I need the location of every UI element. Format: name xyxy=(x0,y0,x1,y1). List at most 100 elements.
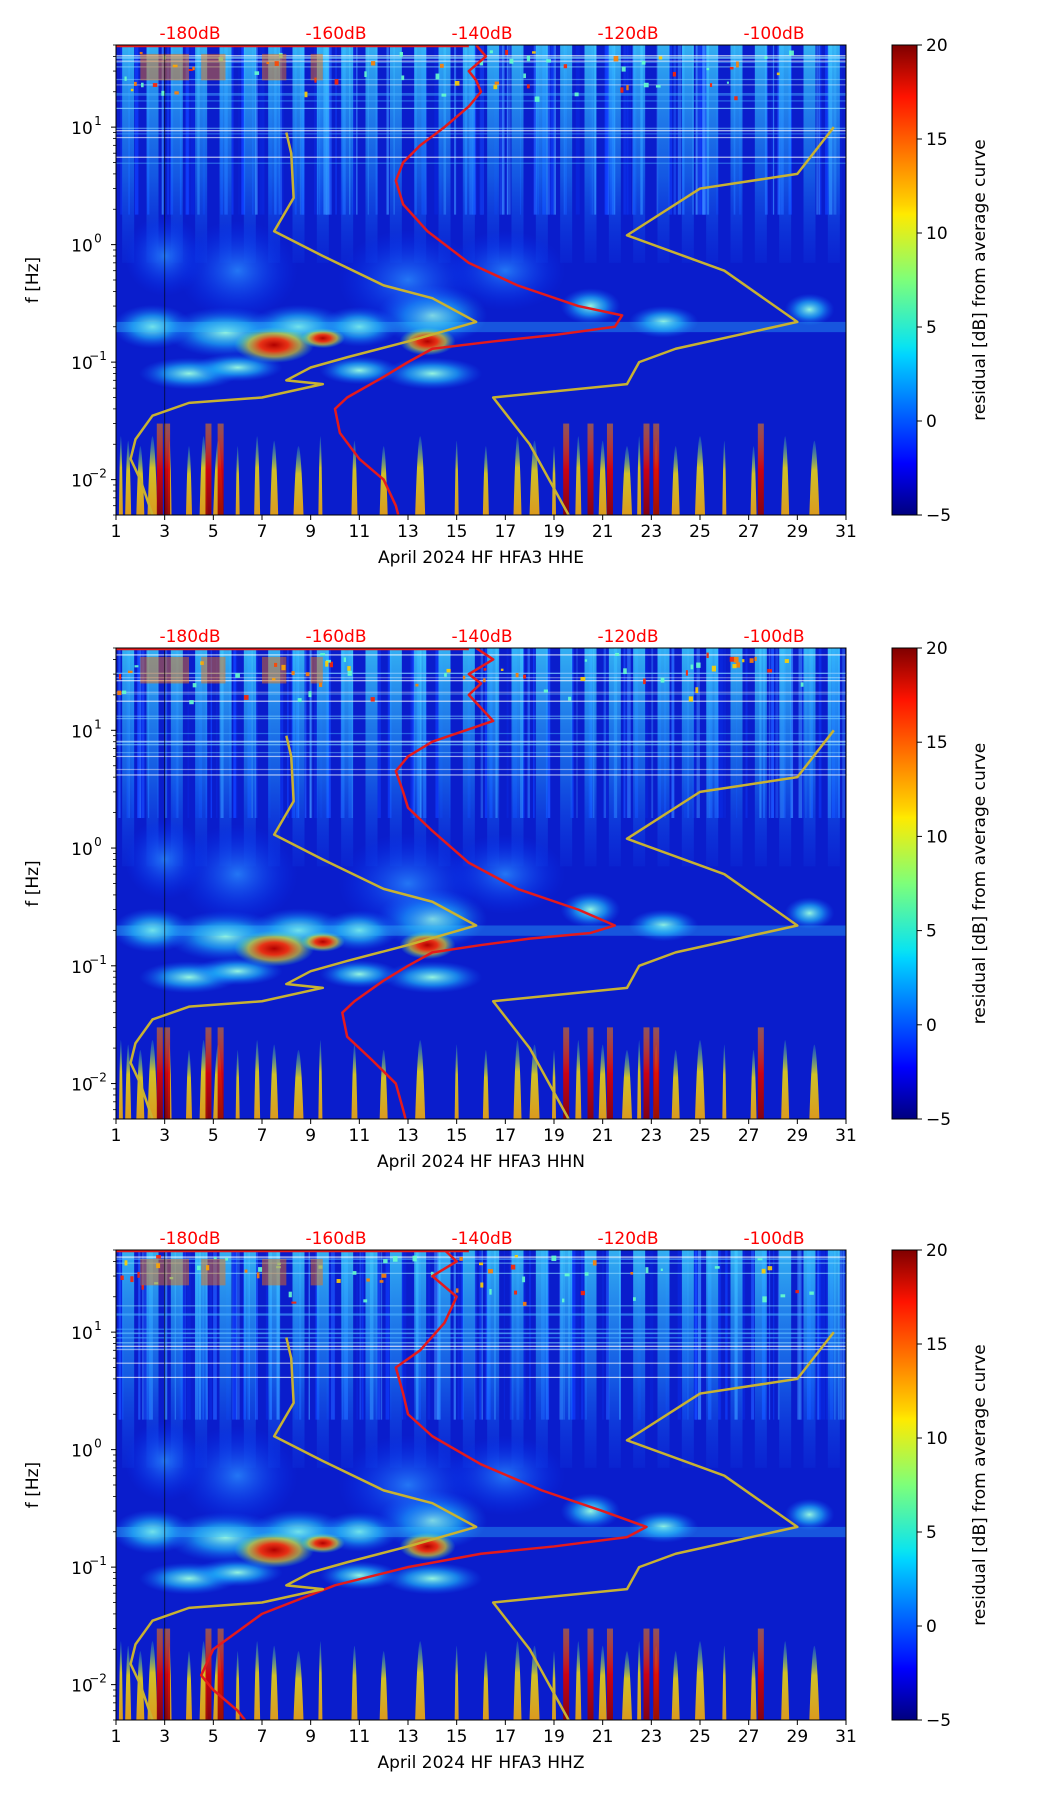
heatmap-texture-stripe xyxy=(287,648,289,818)
noise-model-high-curve xyxy=(491,1331,835,1720)
heatmap-hot-cell xyxy=(500,668,504,671)
db-axis-label: -120dB xyxy=(597,1229,658,1249)
heatmap-texture-stripe xyxy=(604,648,606,818)
heatmap-band-line xyxy=(116,741,846,743)
colorbar-label: residual [dB] from average curve xyxy=(970,1344,990,1625)
event-spike-strong xyxy=(164,423,171,515)
heatmap-texture-stripe xyxy=(309,648,312,818)
heatmap-hot-cell xyxy=(483,678,486,683)
heatmap-hot-cell xyxy=(213,1256,217,1260)
y-tick-label: 10 xyxy=(71,1559,93,1579)
heatmap-hot-cell xyxy=(800,682,804,687)
x-tick-label: 31 xyxy=(835,522,857,542)
heatmap-hot-cell xyxy=(152,83,158,87)
heatmap-texture-stripe xyxy=(723,648,727,818)
y-tick-exponent: 1 xyxy=(94,717,102,731)
daily-noise-stripe xyxy=(827,45,840,263)
heatmap-texture-stripe xyxy=(844,1250,846,1420)
heatmap-hot-cell xyxy=(334,79,339,85)
event-spike xyxy=(293,446,304,515)
event-spike xyxy=(695,1040,705,1119)
heatmap-hot-cell xyxy=(660,677,665,683)
x-tick-label: 7 xyxy=(257,522,268,542)
heatmap-texture-stripe xyxy=(254,45,258,215)
heatmap-hot-cell xyxy=(767,669,773,673)
daily-noise-stripe xyxy=(462,45,475,263)
daily-noise-stripe xyxy=(730,1250,743,1468)
heatmap-hot-cell xyxy=(363,1299,368,1303)
daily-noise-stripe xyxy=(170,648,183,867)
heatmap-hot-cell xyxy=(278,52,283,58)
microseism-blob xyxy=(560,288,621,325)
x-axis-title: April 2024 HF HFA3 HHE xyxy=(378,548,584,568)
microseism-blob xyxy=(399,1532,456,1561)
x-tick-label: 21 xyxy=(592,1727,614,1747)
heatmap-hot-cell xyxy=(564,1273,570,1277)
event-spike xyxy=(598,1645,607,1720)
heatmap-band-line xyxy=(116,1348,846,1350)
microseism-blob xyxy=(192,353,283,382)
daily-noise-stripe xyxy=(535,45,548,263)
daily-noise-stripe xyxy=(170,45,183,263)
heatmap-hot-cell xyxy=(122,690,127,694)
heatmap-hot-cell xyxy=(314,77,317,83)
heatmap-texture-stripe xyxy=(233,648,237,818)
heatmap-texture-stripe xyxy=(327,1250,331,1420)
heatmap-texture-stripe xyxy=(141,648,145,818)
heatmap-hot-cell xyxy=(196,1265,201,1271)
heatmap-texture-stripe xyxy=(697,45,701,215)
daily-noise-stripe xyxy=(219,1250,232,1468)
event-spike xyxy=(695,436,705,515)
heatmap-hot-cell xyxy=(244,1269,248,1273)
x-tick-label: 13 xyxy=(397,522,419,542)
heatmap-texture-stripe xyxy=(825,1250,829,1420)
event-spike-strong xyxy=(563,1628,570,1720)
x-tick-label: 11 xyxy=(349,1727,371,1747)
y-axis-title: f [Hz] xyxy=(23,257,43,303)
microseism-blob xyxy=(319,1561,400,1590)
heatmap-texture-stripe xyxy=(547,45,552,215)
x-tick-label: 23 xyxy=(641,522,663,542)
heatmap-texture-stripe xyxy=(265,1250,269,1420)
daily-noise-stripe xyxy=(706,648,719,867)
heatmap-band-line xyxy=(116,130,846,132)
heatmap-texture-stripe xyxy=(134,45,139,215)
daily-noise-stripe xyxy=(414,648,427,867)
heatmap-hot-cell xyxy=(318,682,323,687)
daily-noise-stripe xyxy=(487,45,500,263)
daily-noise-stripe xyxy=(779,1250,792,1468)
heatmap-hot-cell xyxy=(526,84,530,89)
db-axis-label: -160dB xyxy=(305,627,366,647)
heatmap-texture-stripe xyxy=(624,648,626,818)
heatmap-hot-cell xyxy=(522,1276,526,1283)
x-tick-label: 17 xyxy=(495,1727,517,1747)
heatmap-hot-cell xyxy=(174,91,179,95)
average-psd-curve xyxy=(341,648,617,1119)
db-axis-label: -180dB xyxy=(159,627,220,647)
heatmap-hot-cell xyxy=(510,1264,516,1270)
heatmap-hot-cell xyxy=(192,66,195,71)
heatmap-band-line xyxy=(116,1337,846,1339)
heatmap-texture-stripe xyxy=(387,648,392,818)
heatmap-texture-stripe xyxy=(502,45,505,215)
heatmap-band-line xyxy=(116,56,846,58)
microseism-blob xyxy=(192,957,283,986)
heatmap-hot-cell xyxy=(381,1273,387,1278)
daily-noise-stripe xyxy=(341,1250,354,1468)
heatmap-hot-cell xyxy=(515,672,519,678)
heatmap-band-line xyxy=(116,1362,846,1364)
event-spike xyxy=(671,1651,680,1720)
heatmap-hot-cell xyxy=(742,659,745,663)
heatmap-texture-stripe xyxy=(142,648,146,818)
x-tick-label: 7 xyxy=(257,1126,268,1146)
heatmap-hot-cell xyxy=(580,676,586,681)
heatmap-texture-stripe xyxy=(651,648,654,818)
heatmap-texture-stripe xyxy=(605,45,609,215)
heatmap-texture-stripe xyxy=(401,1250,404,1420)
heatmap-hot-cell xyxy=(304,91,308,98)
heatmap-hot-cell xyxy=(630,1271,634,1275)
event-spike-strong xyxy=(164,1628,171,1720)
heatmap-texture-stripe xyxy=(719,648,724,818)
db-axis-label: -140dB xyxy=(451,24,512,44)
event-spike-strong xyxy=(757,1628,764,1720)
